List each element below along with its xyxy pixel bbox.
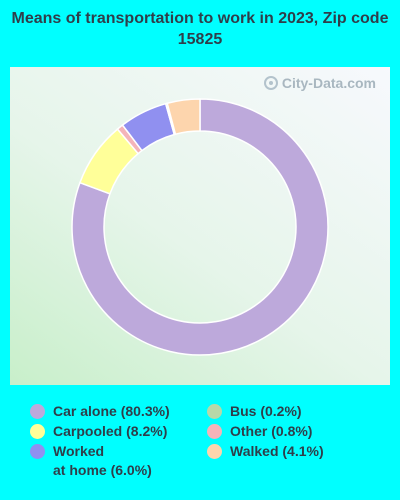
donut-slice-0 [71,98,329,356]
legend-item-other: Other (0.8%) [207,422,312,441]
legend-item-worked-at-home: Worked at home (6.0%) [30,442,152,480]
legend-swatch [30,404,45,419]
legend-label: Walked (4.1%) [230,443,324,459]
city-data-logo-icon [263,76,278,90]
chart-title: Means of transportation to work in 2023,… [11,10,389,48]
legend-swatch [207,404,222,419]
legend-label: Carpooled (8.2%) [53,423,168,439]
legend-swatch [30,424,45,439]
legend-label: Car alone (80.3%) [53,403,170,419]
legend-swatch [207,424,222,439]
legend-item-carpooled: Carpooled (8.2%) [30,422,167,441]
watermark-text: City-Data.com [281,75,376,91]
legend-swatch [30,444,45,459]
watermark: City-Data.com [263,75,376,91]
legend-label: Other (0.8%) [230,423,313,439]
legend-item-bus: Bus (0.2%) [207,402,302,421]
legend-item-car-alone: Car alone (80.3%) [30,402,170,421]
donut-slices [71,98,329,356]
legend: Car alone (80.3%) Carpooled (8.2%) Worke… [30,402,390,492]
legend-label: Worked at home (6.0%) [53,443,152,478]
donut-slice-5 [166,98,201,136]
legend-item-walked: Walked (4.1%) [207,442,324,461]
legend-label: Bus (0.2%) [230,403,302,419]
legend-swatch [207,444,222,459]
